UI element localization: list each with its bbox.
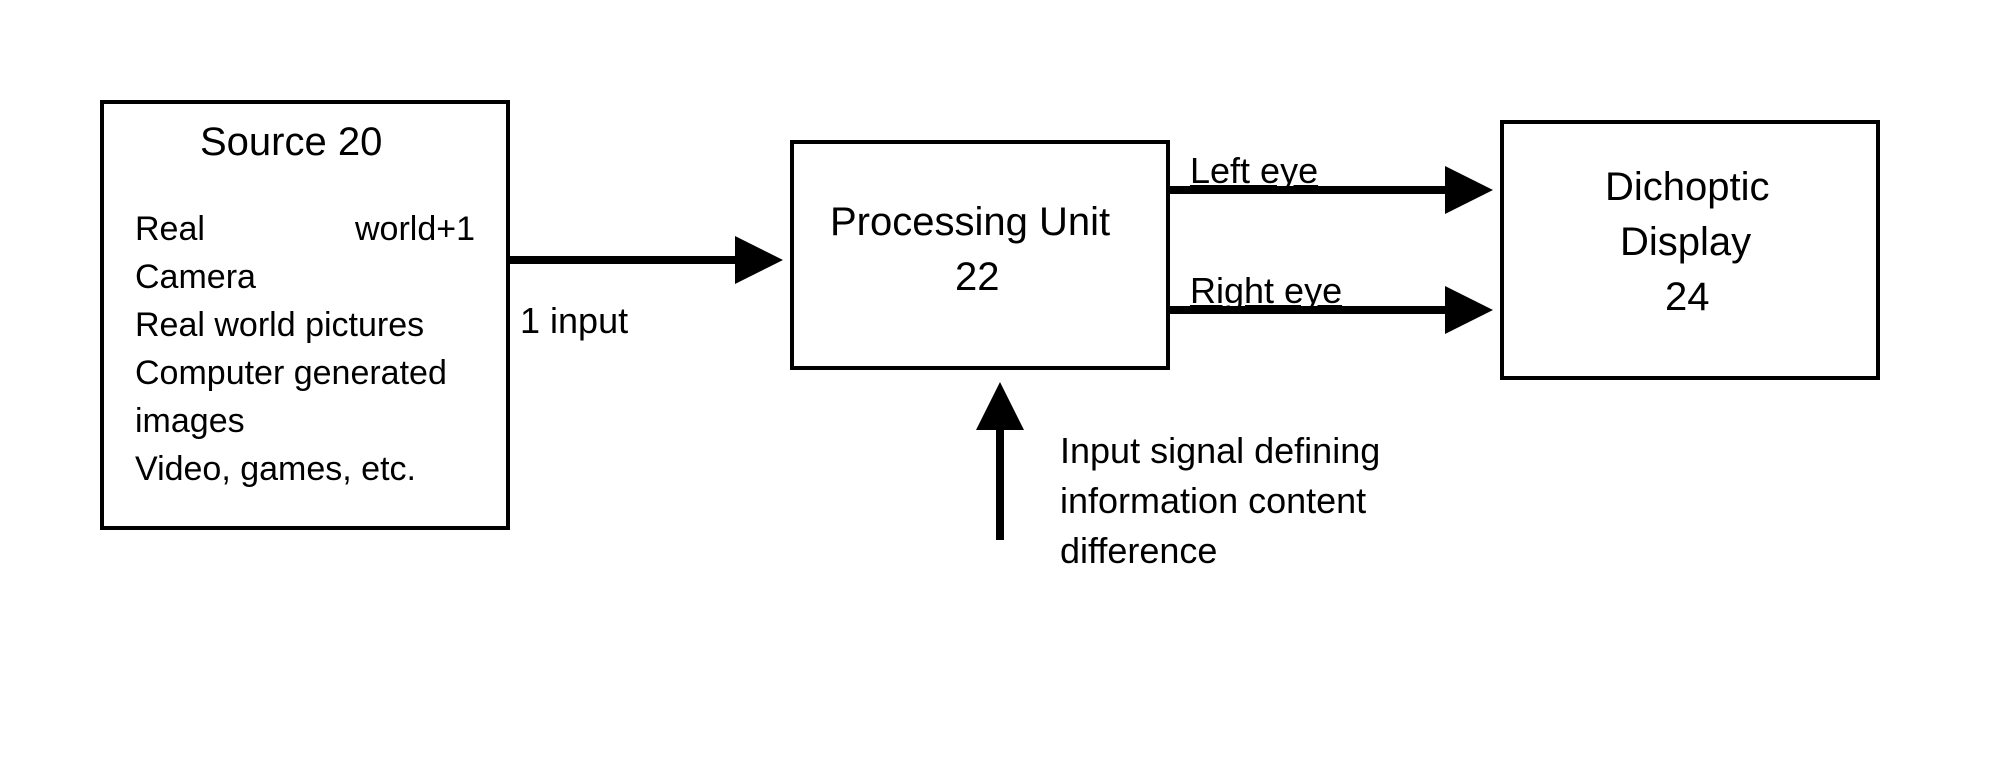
node-source-title: Source 20 <box>200 120 382 165</box>
edge-signal-label-1: Input signal defining <box>1060 430 1380 472</box>
edge-right-eye-label: Right eye <box>1190 270 1342 312</box>
node-display-title-3: 24 <box>1665 275 1710 320</box>
node-source-body-4: images <box>135 402 245 441</box>
node-source-body-2: Real world pictures <box>135 306 424 345</box>
node-source-body-0-right: world+1 <box>355 210 475 249</box>
node-display-title-2: Display <box>1620 220 1751 265</box>
node-processing-title-1: Processing Unit <box>830 200 1110 245</box>
edge-signal-label-2: information content <box>1060 480 1366 522</box>
node-source-body-1: Camera <box>135 258 256 297</box>
edge-left-eye-label: Left eye <box>1190 150 1318 192</box>
node-source-body-5: Video, games, etc. <box>135 450 416 489</box>
node-source-body-3: Computer generated <box>135 354 447 393</box>
edge-input-label: 1 input <box>520 300 628 342</box>
node-processing-title-2: 22 <box>955 255 1000 300</box>
node-source-body-0-left: Real <box>135 210 205 249</box>
edge-signal-label-3: difference <box>1060 530 1217 572</box>
node-display-title-1: Dichoptic <box>1605 165 1770 210</box>
